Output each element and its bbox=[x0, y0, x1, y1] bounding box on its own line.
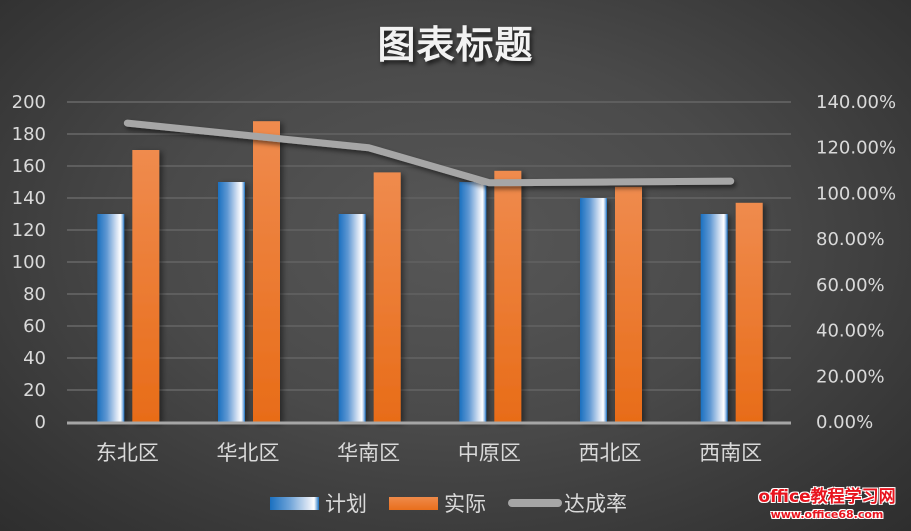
rate-line[interactable] bbox=[123, 119, 735, 187]
y2-tick-label: 20.00% bbox=[816, 366, 885, 387]
y2-tick-label: 80.00% bbox=[816, 229, 885, 250]
category-x-axis[interactable]: 东北区 华北区 华南区 中原区 西北区 西南区 bbox=[67, 421, 791, 465]
y2-tick-label: 60.00% bbox=[816, 275, 885, 296]
bar-plan[interactable] bbox=[97, 214, 125, 422]
bar-actual[interactable] bbox=[373, 172, 401, 422]
line-series-rate[interactable] bbox=[123, 119, 735, 187]
x-tick-label: 华北区 bbox=[217, 441, 280, 465]
legend[interactable]: 计划 实际 达成率 bbox=[270, 490, 649, 516]
y2-tick-label: 140.00% bbox=[816, 92, 896, 113]
y2-tick-label: 100.00% bbox=[816, 183, 896, 204]
x-tick-label: 西南区 bbox=[699, 441, 762, 465]
bar-plan[interactable] bbox=[700, 214, 728, 422]
legend-item-rate[interactable]: 达成率 bbox=[508, 488, 627, 518]
legend-swatch-actual-icon bbox=[389, 496, 438, 510]
bar-actual[interactable] bbox=[494, 170, 522, 422]
chart-title[interactable]: 图表标题 bbox=[377, 23, 534, 67]
legend-label-rate: 达成率 bbox=[564, 492, 627, 516]
y-tick-label: 80 bbox=[23, 284, 46, 305]
x-tick-label: 华南区 bbox=[337, 441, 400, 465]
y2-tick-label: 40.00% bbox=[816, 321, 885, 342]
y-tick-label: 100 bbox=[12, 252, 46, 273]
legend-swatch-plan-icon bbox=[270, 496, 319, 510]
y-tick-label: 160 bbox=[12, 156, 46, 177]
primary-y-axis[interactable]: 0 20 40 60 80 100 120 140 160 180 200 bbox=[12, 92, 46, 433]
watermark-title: office教程学习网 bbox=[758, 487, 896, 507]
x-tick-label: 东北区 bbox=[96, 441, 159, 465]
legend-label-plan: 计划 bbox=[325, 492, 367, 516]
legend-item-plan[interactable]: 计划 bbox=[270, 488, 367, 518]
bar-actual[interactable] bbox=[132, 150, 160, 422]
legend-item-actual[interactable]: 实际 bbox=[389, 488, 486, 518]
y-tick-label: 20 bbox=[23, 380, 46, 401]
legend-label-actual: 实际 bbox=[444, 492, 486, 516]
bar-series[interactable] bbox=[97, 121, 763, 422]
gridlines bbox=[67, 101, 791, 391]
x-tick-label: 中原区 bbox=[458, 441, 521, 465]
watermark: office教程学习网 www.office68.com bbox=[752, 487, 902, 523]
bar-plan[interactable] bbox=[218, 182, 245, 422]
x-tick-label: 西北区 bbox=[579, 441, 642, 465]
y-tick-label: 0 bbox=[35, 412, 46, 433]
y-tick-label: 140 bbox=[12, 188, 46, 209]
y2-tick-label: 0.00% bbox=[816, 412, 873, 433]
bar-actual[interactable] bbox=[253, 121, 280, 422]
y-tick-label: 40 bbox=[23, 348, 46, 369]
bar-plan[interactable] bbox=[580, 198, 607, 422]
y-tick-label: 60 bbox=[23, 316, 46, 337]
bar-actual[interactable] bbox=[735, 202, 763, 422]
y-tick-label: 180 bbox=[12, 124, 46, 145]
y2-tick-label: 120.00% bbox=[816, 138, 896, 159]
bar-plan[interactable] bbox=[338, 214, 366, 422]
secondary-y-axis[interactable]: 0.00% 20.00% 40.00% 60.00% 80.00% 100.00% 120.… bbox=[816, 92, 896, 433]
y-tick-label: 120 bbox=[12, 220, 46, 241]
bar-plan[interactable] bbox=[459, 182, 487, 422]
watermark-url: www.office68.com bbox=[770, 508, 884, 521]
y-tick-label: 200 bbox=[12, 92, 46, 113]
legend-swatch-line-icon bbox=[508, 499, 562, 507]
bar-actual[interactable] bbox=[615, 186, 642, 422]
